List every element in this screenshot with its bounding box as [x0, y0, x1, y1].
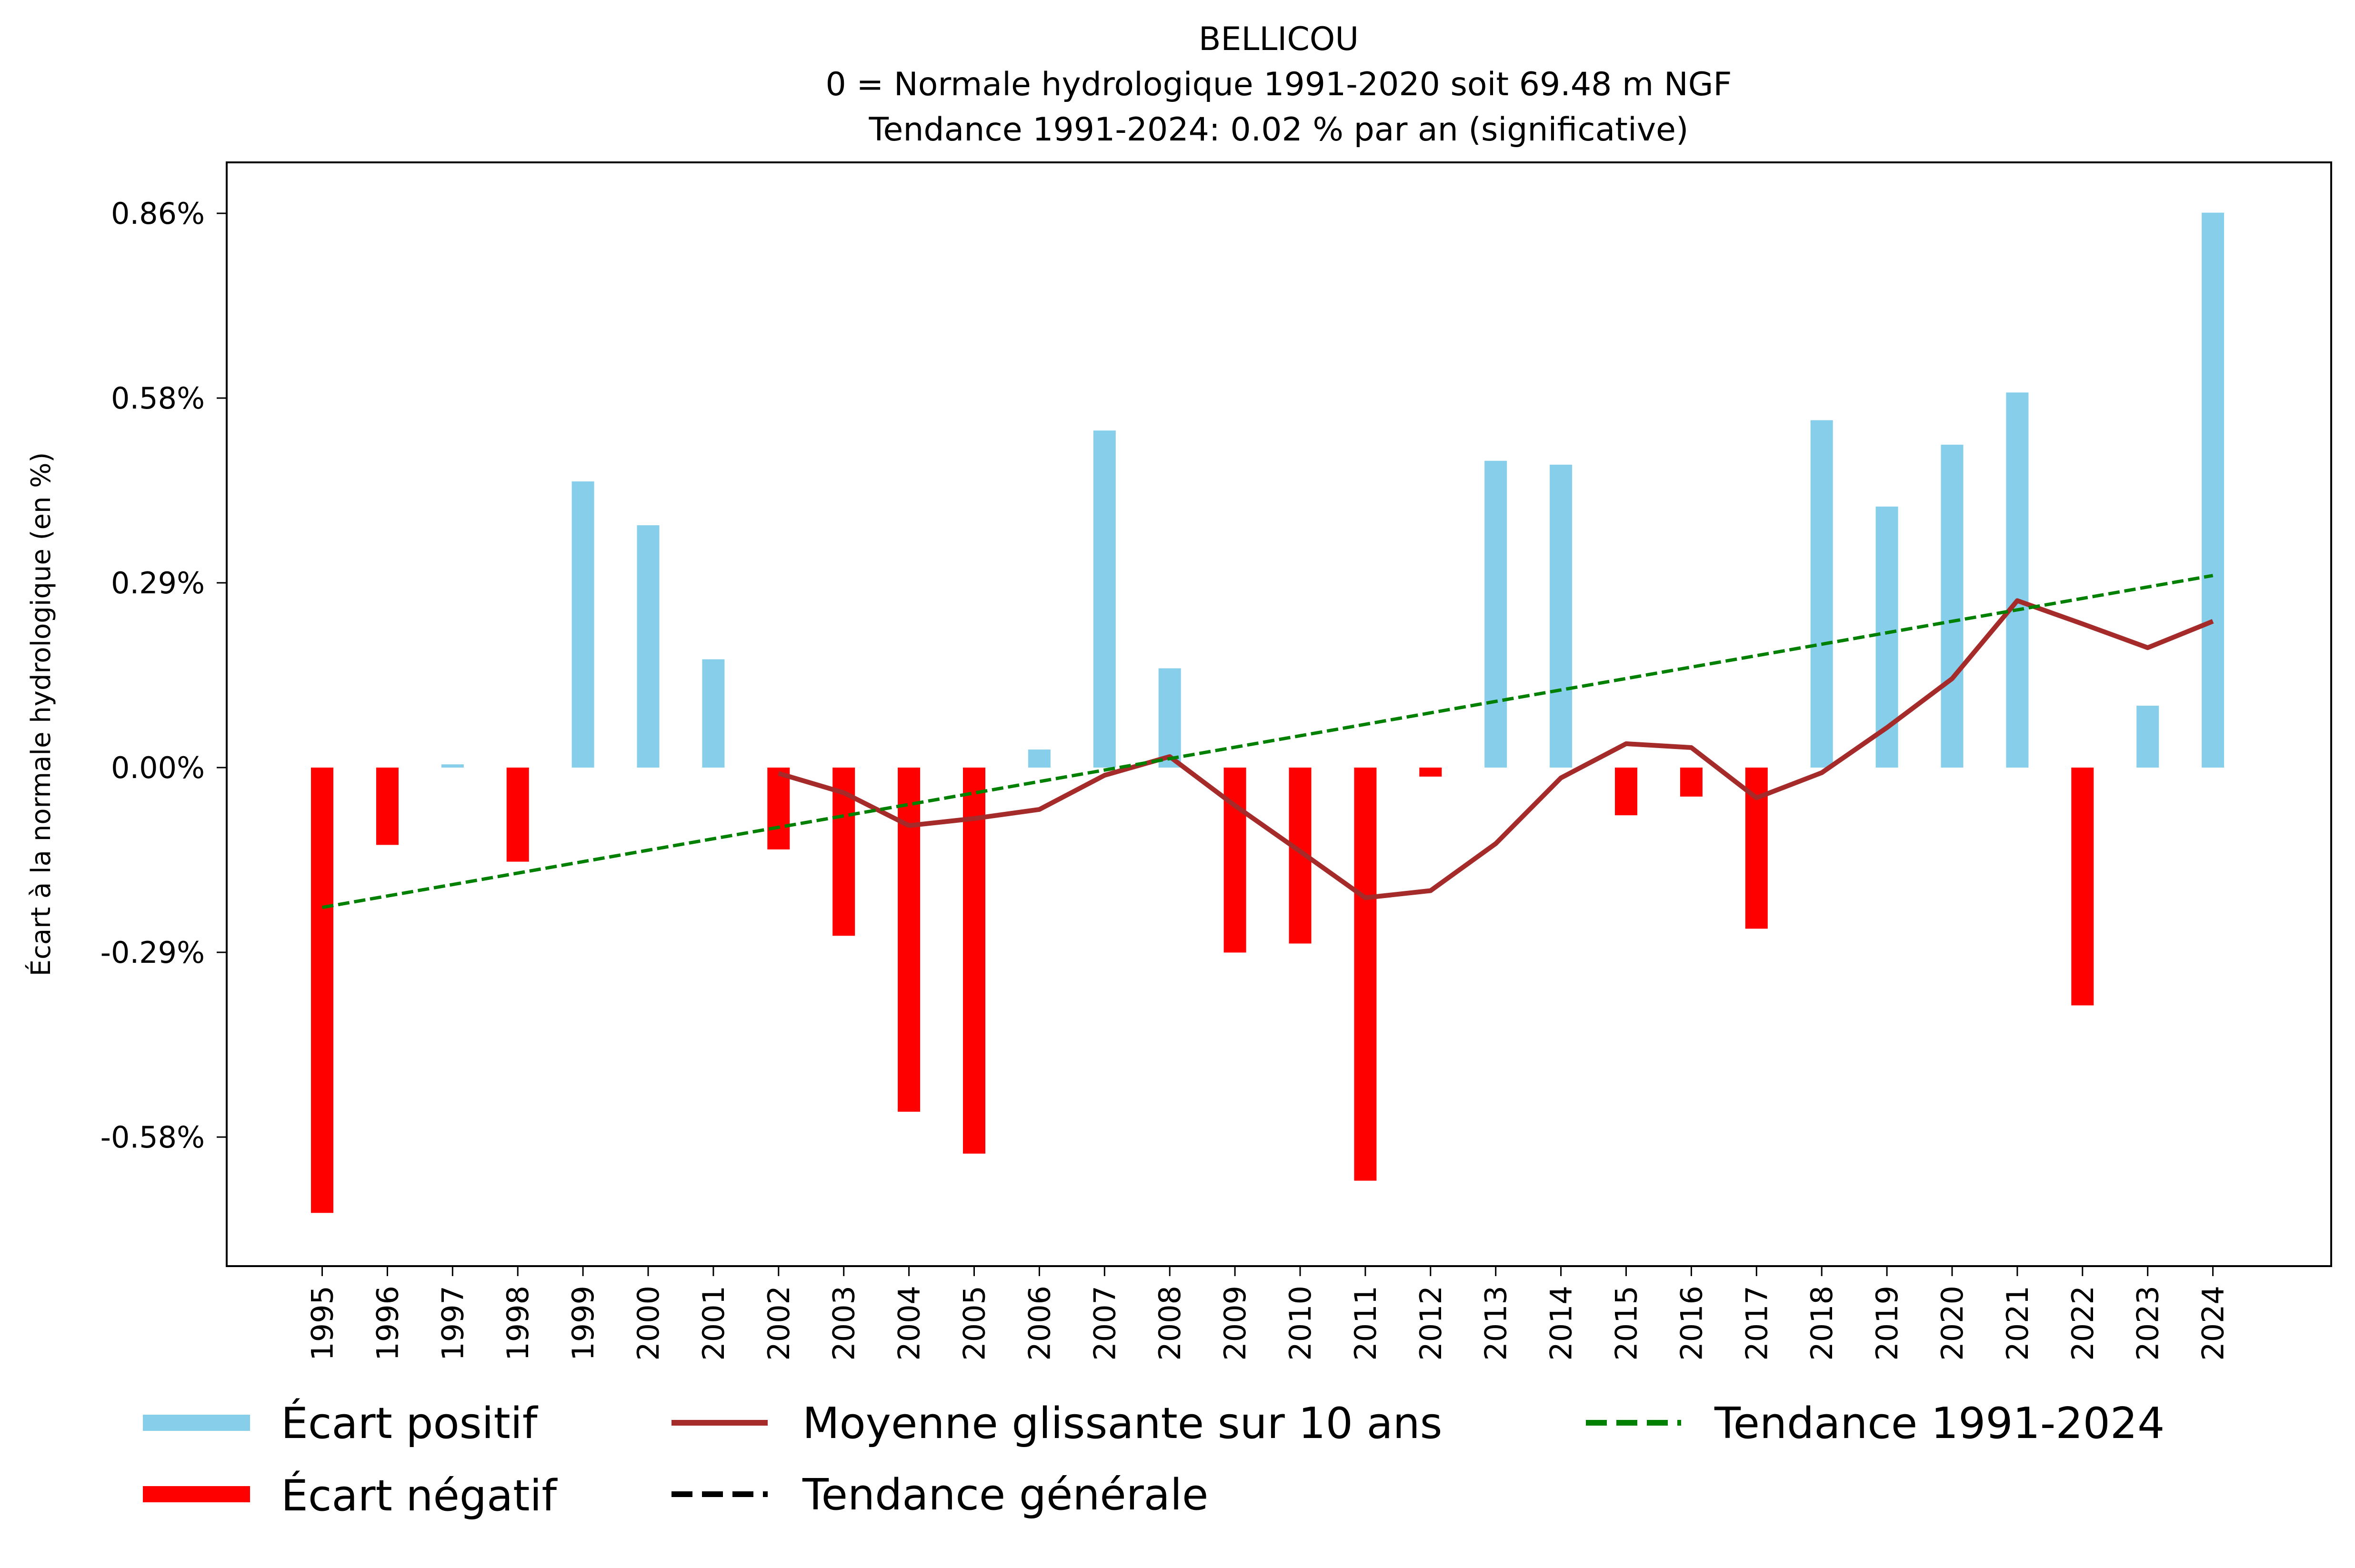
legend-swatch-negative	[143, 1486, 250, 1502]
bar-positive-2014	[1550, 464, 1573, 768]
legend-label-positive: Écart positif	[281, 1398, 539, 1448]
legend-label-moving-average: Moyenne glissante sur 10 ans	[802, 1398, 1443, 1448]
bar-negative-1995	[311, 768, 333, 1213]
x-tick-label: 2008	[1152, 1286, 1187, 1361]
x-tick-label: 1998	[501, 1286, 535, 1361]
bars-group	[311, 212, 2225, 1213]
y-tick-label: -0.29%	[100, 935, 205, 970]
legend-label-general-trend: Tendance générale	[802, 1470, 1208, 1520]
y-axis-label: Écart à la normale hydrologique (en %)	[26, 452, 57, 977]
legend: Écart positif Écart négatif Moyenne glis…	[143, 1398, 2165, 1521]
x-tick-label: 2007	[1087, 1286, 1122, 1361]
bar-negative-2016	[1680, 768, 1703, 797]
x-tick-label: 2013	[1479, 1286, 1513, 1361]
trend-1991-2024-line	[321, 574, 2214, 909]
y-tick-label: 0.00%	[111, 750, 205, 785]
x-tick-label: 2009	[1218, 1286, 1253, 1361]
bar-positive-1999	[571, 481, 594, 768]
bar-negative-2005	[963, 768, 985, 1154]
bar-positive-2024	[2202, 212, 2225, 768]
bar-positive-2000	[637, 525, 660, 768]
x-tick-label: 2004	[892, 1286, 927, 1361]
x-tick-label: 2022	[2065, 1286, 2100, 1361]
x-tick-label: 2010	[1283, 1286, 1318, 1361]
chart-subtitle-1: 0 = Normale hydrologique 1991-2020 soit …	[825, 66, 1732, 103]
y-tick-label: 0.58%	[111, 381, 205, 416]
x-tick-label: 2006	[1022, 1286, 1057, 1361]
x-tick-label: 1997	[435, 1286, 470, 1361]
bar-positive-2013	[1484, 460, 1507, 768]
x-tick-label: 2018	[1804, 1286, 1839, 1361]
lines-group	[321, 574, 2214, 909]
bar-positive-2008	[1158, 668, 1181, 768]
x-tick-label: 2003	[827, 1286, 862, 1361]
x-tick-label: 2012	[1413, 1286, 1448, 1361]
x-tick-label: 2014	[1544, 1286, 1579, 1361]
bar-negative-2009	[1223, 768, 1246, 953]
bar-positive-2001	[702, 659, 725, 768]
x-tick-label: 1995	[305, 1286, 340, 1361]
x-tick-label: 2023	[2131, 1286, 2165, 1361]
bar-negative-2002	[767, 768, 790, 849]
x-tick-label: 2016	[1674, 1286, 1709, 1361]
plot-frame	[226, 161, 2332, 1267]
bar-positive-2006	[1028, 749, 1051, 768]
bar-negative-2022	[2071, 768, 2094, 1006]
y-tick-label: 0.29%	[111, 566, 205, 600]
legend-swatch-positive	[143, 1415, 250, 1431]
bar-negative-1998	[506, 768, 529, 862]
chart-title: BELLICOU	[1199, 20, 1359, 58]
chart-subtitle-2: Tendance 1991-2024: 0.02 % par an (signi…	[869, 111, 1689, 149]
bar-positive-2007	[1093, 430, 1116, 768]
bar-positive-1997	[441, 764, 464, 768]
bar-positive-2018	[1810, 420, 1833, 768]
x-tick-label: 2001	[696, 1286, 731, 1361]
x-tick-label: 2015	[1609, 1286, 1644, 1361]
x-tick-label: 2017	[1739, 1286, 1774, 1361]
x-tick-label: 2005	[957, 1286, 992, 1361]
bar-positive-2021	[2006, 392, 2029, 768]
bar-negative-2015	[1615, 768, 1637, 816]
bar-negative-2012	[1419, 768, 1442, 777]
bar-positive-2020	[1941, 444, 1964, 768]
x-tick-label: 2020	[1935, 1286, 1970, 1361]
x-tick-label: 2002	[762, 1286, 796, 1361]
x-tick-label: 1999	[566, 1286, 601, 1361]
x-tick-label: 2000	[631, 1286, 666, 1361]
x-tick-label: 1996	[370, 1286, 405, 1361]
x-tick-label: 2011	[1348, 1286, 1383, 1361]
legend-label-negative: Écart négatif	[281, 1470, 558, 1521]
y-tick-label: -0.58%	[100, 1120, 205, 1155]
x-tick-label: 2024	[2196, 1286, 2231, 1361]
bar-positive-2023	[2136, 706, 2159, 768]
x-tick-label: 2021	[2000, 1286, 2035, 1361]
y-tick-label: 0.86%	[111, 196, 205, 231]
x-ticks-group: 1995 1996 1997 1998 1999 2000 2001 2002 2003 2004…	[305, 1266, 2231, 1361]
legend-label-trend-1991-2024: Tendance 1991-2024	[1714, 1398, 2165, 1448]
bar-negative-2011	[1354, 768, 1377, 1181]
y-ticks-group: 0.86% 0.58% 0.29% 0.00% -0.29% -0.58%	[100, 196, 227, 1155]
bar-negative-1996	[376, 768, 399, 845]
x-tick-label: 2019	[1870, 1286, 1904, 1361]
